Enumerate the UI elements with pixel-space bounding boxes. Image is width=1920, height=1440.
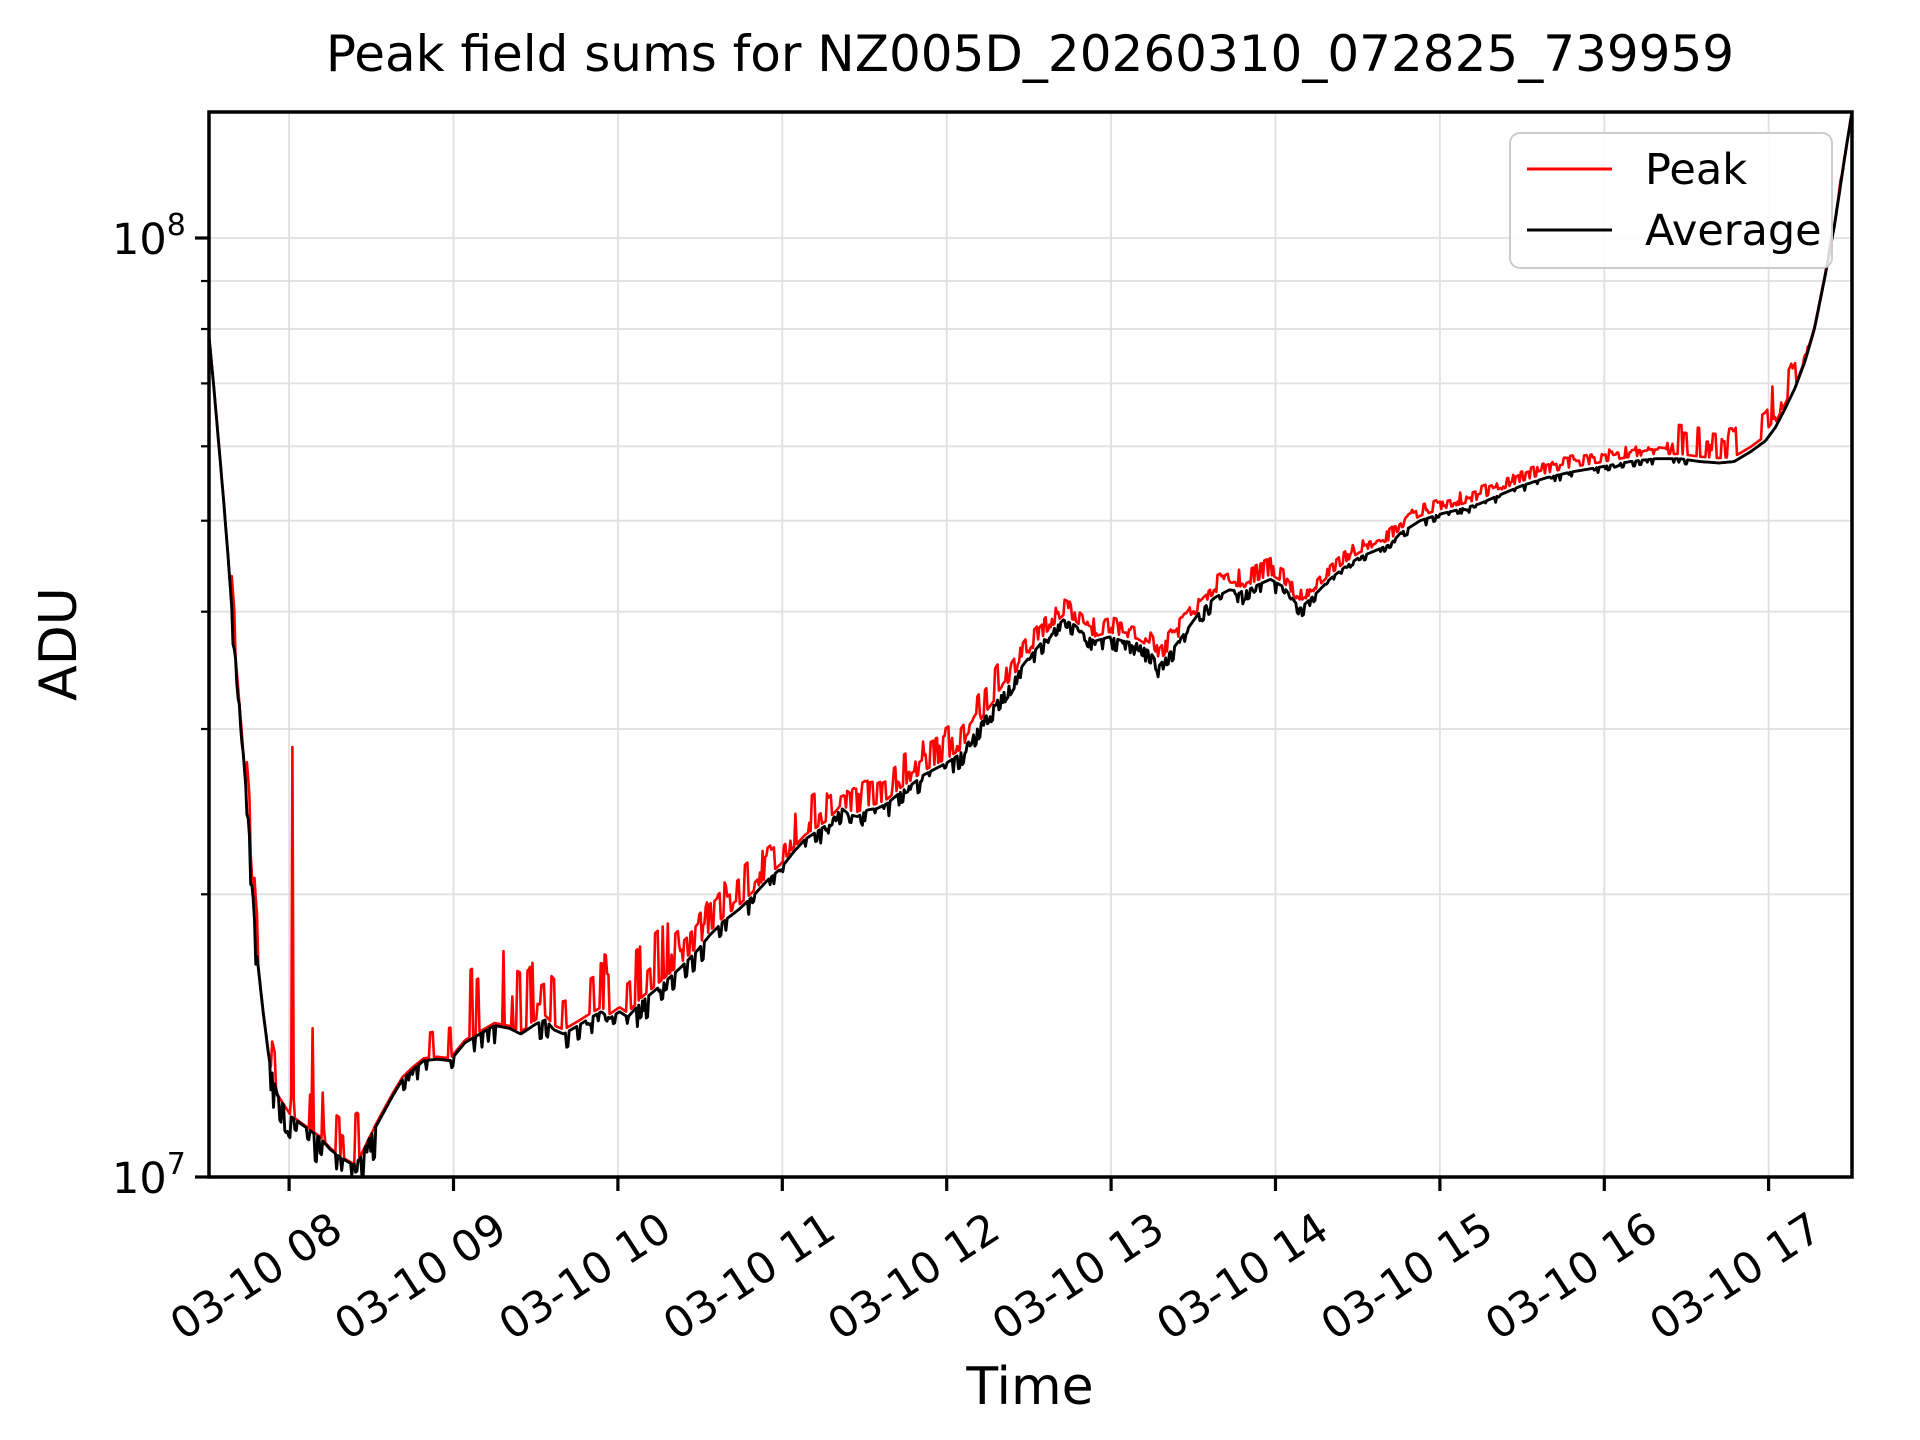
y-tick-label: 107 xyxy=(112,1147,186,1204)
average-line xyxy=(209,112,1852,1177)
legend: Peak Average xyxy=(1509,132,1833,269)
x-tick-label: 03-10 14 xyxy=(1148,1203,1337,1350)
series-group xyxy=(209,112,1852,1177)
legend-average-label: Average xyxy=(1645,206,1822,256)
legend-frame xyxy=(1509,132,1833,269)
x-tick-label: 03-10 10 xyxy=(491,1203,680,1350)
plot-border xyxy=(207,110,1854,1179)
x-axis-label: Time xyxy=(965,1357,1093,1417)
legend-peak-label: Peak xyxy=(1645,145,1747,195)
x-tick-label: 03-10 09 xyxy=(326,1203,515,1350)
y-tick-label: 108 xyxy=(112,208,186,265)
x-tick-label: 03-10 15 xyxy=(1313,1203,1502,1350)
x-tick-label: 03-10 12 xyxy=(819,1203,1008,1350)
axis-ticks xyxy=(195,236,1771,1191)
x-tick-label: 03-10 08 xyxy=(162,1203,351,1350)
x-tick-label: 03-10 13 xyxy=(984,1203,1173,1350)
y-tick-labels: 107 108 xyxy=(112,208,186,1204)
x-tick-label: 03-10 11 xyxy=(655,1203,844,1350)
chart-title: Peak field sums for NZ005D_20260310_0728… xyxy=(326,25,1734,83)
peak-line xyxy=(209,112,1852,1165)
plot-area xyxy=(209,112,1852,1177)
x-tick-label: 03-10 16 xyxy=(1477,1203,1666,1350)
x-tick-label: 03-10 17 xyxy=(1641,1203,1830,1350)
y-axis-label: ADU xyxy=(29,587,89,701)
gridlines xyxy=(209,112,1852,1177)
